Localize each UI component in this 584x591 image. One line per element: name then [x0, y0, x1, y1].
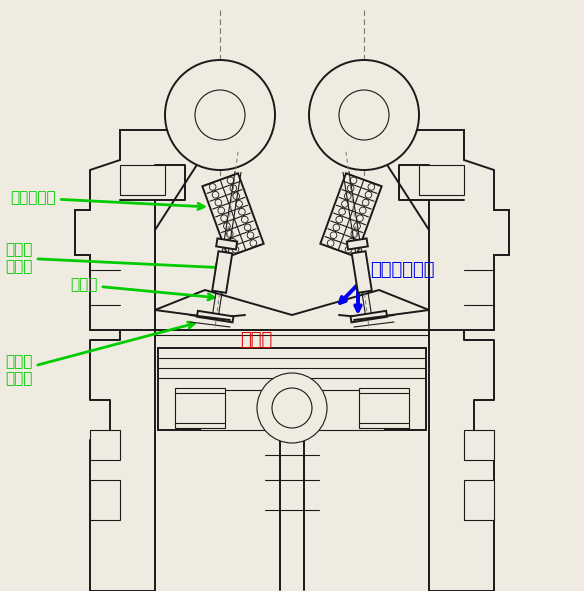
Polygon shape [464, 430, 494, 460]
Circle shape [247, 232, 254, 239]
Circle shape [342, 200, 348, 207]
Circle shape [328, 240, 334, 246]
Circle shape [212, 191, 219, 198]
Circle shape [232, 246, 239, 253]
Polygon shape [202, 173, 264, 256]
Circle shape [244, 224, 251, 230]
Polygon shape [419, 165, 464, 195]
Circle shape [215, 199, 222, 206]
Text: オイル下がり: オイル下がり [370, 261, 434, 279]
Circle shape [230, 238, 236, 245]
Circle shape [350, 177, 357, 184]
Polygon shape [175, 388, 225, 428]
Circle shape [165, 60, 275, 170]
Polygon shape [464, 480, 494, 520]
Circle shape [239, 209, 245, 215]
Circle shape [233, 193, 239, 199]
Circle shape [347, 185, 354, 191]
Circle shape [224, 223, 230, 229]
Polygon shape [155, 290, 429, 330]
Text: スプリング: スプリング [10, 190, 204, 209]
Circle shape [309, 60, 419, 170]
Polygon shape [75, 130, 200, 330]
Circle shape [272, 388, 312, 428]
Circle shape [333, 224, 340, 230]
Text: バルブ
シート: バルブ シート [5, 322, 194, 386]
Circle shape [209, 184, 216, 190]
Polygon shape [352, 251, 372, 293]
Circle shape [368, 184, 375, 190]
Circle shape [218, 207, 224, 214]
Polygon shape [384, 130, 509, 330]
Circle shape [195, 90, 245, 140]
Circle shape [339, 209, 345, 215]
Circle shape [339, 90, 389, 140]
Circle shape [351, 230, 357, 237]
Polygon shape [347, 238, 368, 249]
Circle shape [345, 246, 352, 253]
Circle shape [360, 207, 366, 214]
Circle shape [221, 215, 227, 222]
Circle shape [348, 238, 354, 245]
Circle shape [250, 240, 256, 246]
Polygon shape [120, 165, 165, 195]
Circle shape [354, 223, 360, 229]
Circle shape [257, 373, 327, 443]
Circle shape [227, 230, 233, 237]
Circle shape [227, 177, 234, 184]
Circle shape [241, 216, 248, 223]
Text: 燃焼室: 燃焼室 [240, 331, 272, 349]
Circle shape [330, 232, 337, 239]
Circle shape [357, 215, 363, 222]
Polygon shape [197, 311, 234, 322]
Polygon shape [212, 251, 232, 293]
Polygon shape [350, 311, 387, 322]
Polygon shape [200, 390, 384, 430]
Circle shape [230, 185, 237, 191]
Polygon shape [320, 173, 382, 256]
Circle shape [336, 216, 343, 223]
Circle shape [236, 200, 242, 207]
Polygon shape [359, 388, 409, 428]
Polygon shape [216, 238, 237, 249]
Polygon shape [90, 480, 120, 520]
Text: バルブ
ガイド: バルブ ガイド [5, 242, 222, 274]
Circle shape [362, 199, 369, 206]
Circle shape [365, 191, 372, 198]
Polygon shape [158, 348, 426, 430]
Circle shape [345, 193, 351, 199]
Text: バルブ: バルブ [70, 278, 214, 300]
Polygon shape [90, 430, 120, 460]
